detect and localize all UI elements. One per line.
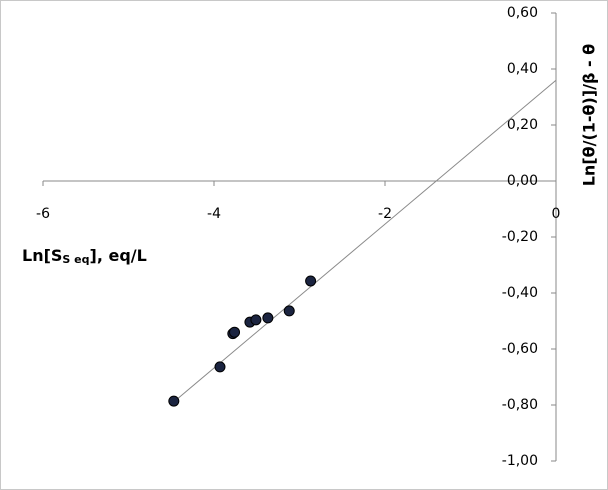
x-tick-label: -2: [378, 206, 392, 222]
point: [262, 312, 274, 324]
y-tick-label: 0,00: [507, 173, 538, 189]
point: [305, 275, 317, 287]
x-tick-label: -6: [36, 206, 50, 222]
y-tick-label: -0,80: [502, 397, 538, 413]
y-tick-label: -1,00: [502, 453, 538, 469]
x-tick-label: -4: [207, 206, 221, 222]
trendline: [173, 79, 557, 403]
point: [214, 361, 226, 373]
point: [168, 395, 180, 407]
y-tick-label: 0,40: [507, 61, 538, 77]
x-axis-label: Ln[SS eq], eq/L: [22, 246, 147, 267]
y-tick-label: -0,40: [502, 285, 538, 301]
y-tick-label: -0,60: [502, 341, 538, 357]
y-axis-label: Ln[θ/(1-θ)]/β - θ: [580, 44, 599, 187]
point: [229, 326, 241, 338]
point: [250, 314, 262, 326]
y-tick-label: 0,60: [507, 5, 538, 21]
point: [283, 305, 295, 317]
x-tick-label: 0: [552, 206, 561, 222]
y-tick-label: 0,20: [507, 117, 538, 133]
y-tick-label: -0,20: [502, 229, 538, 245]
